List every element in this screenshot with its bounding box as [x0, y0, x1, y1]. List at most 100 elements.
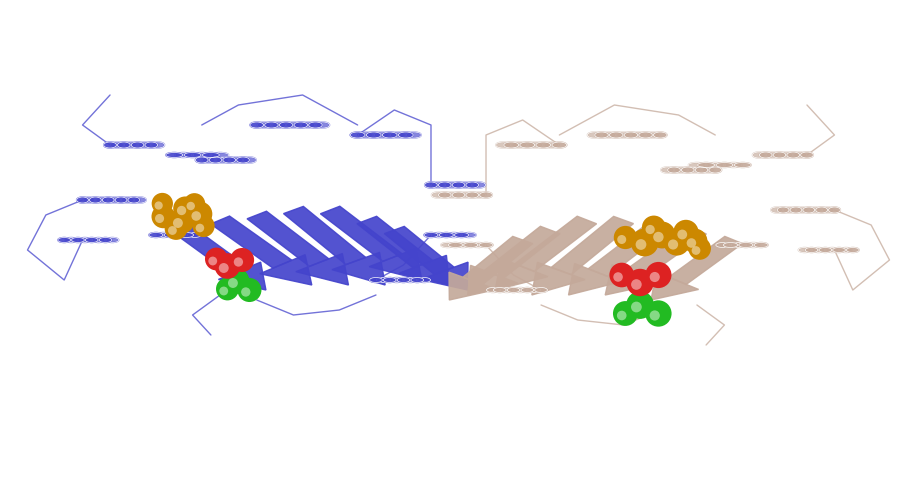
Ellipse shape: [171, 232, 186, 237]
Ellipse shape: [438, 192, 451, 198]
Ellipse shape: [223, 157, 236, 163]
Ellipse shape: [193, 152, 210, 158]
Ellipse shape: [203, 152, 219, 158]
Ellipse shape: [294, 122, 307, 128]
Ellipse shape: [216, 157, 228, 163]
Point: [688, 237, 702, 245]
Ellipse shape: [258, 122, 271, 128]
Ellipse shape: [452, 192, 465, 198]
Ellipse shape: [819, 248, 832, 252]
Ellipse shape: [514, 288, 526, 292]
Polygon shape: [332, 252, 385, 285]
Point: [220, 285, 235, 293]
Ellipse shape: [116, 197, 127, 203]
Ellipse shape: [535, 288, 547, 292]
Ellipse shape: [496, 142, 511, 148]
Ellipse shape: [689, 162, 705, 168]
Ellipse shape: [350, 132, 365, 138]
Point: [633, 301, 647, 309]
Polygon shape: [449, 272, 497, 300]
Ellipse shape: [72, 238, 84, 242]
Ellipse shape: [602, 132, 615, 138]
Point: [189, 212, 204, 220]
Ellipse shape: [754, 242, 768, 248]
Ellipse shape: [359, 132, 373, 138]
Point: [231, 258, 246, 266]
Ellipse shape: [79, 238, 91, 242]
Ellipse shape: [812, 248, 824, 252]
Ellipse shape: [83, 197, 94, 203]
Ellipse shape: [265, 122, 278, 128]
Polygon shape: [651, 272, 699, 300]
Polygon shape: [588, 221, 670, 276]
Ellipse shape: [439, 232, 453, 237]
Ellipse shape: [447, 232, 461, 237]
Ellipse shape: [149, 232, 163, 237]
Ellipse shape: [479, 242, 493, 248]
Ellipse shape: [287, 122, 300, 128]
Ellipse shape: [646, 132, 659, 138]
Ellipse shape: [180, 232, 193, 237]
Ellipse shape: [397, 278, 410, 282]
Point: [152, 214, 167, 222]
Polygon shape: [247, 211, 329, 266]
Point: [618, 234, 633, 241]
Polygon shape: [495, 258, 547, 290]
Ellipse shape: [432, 232, 446, 237]
Point: [187, 200, 202, 208]
Ellipse shape: [96, 197, 107, 203]
Ellipse shape: [689, 167, 701, 173]
Point: [226, 279, 240, 287]
Ellipse shape: [244, 157, 256, 163]
Ellipse shape: [128, 197, 139, 203]
Ellipse shape: [187, 232, 201, 237]
Point: [634, 240, 648, 248]
Ellipse shape: [507, 288, 520, 292]
Ellipse shape: [716, 162, 733, 168]
Ellipse shape: [707, 162, 724, 168]
Ellipse shape: [833, 248, 845, 252]
Ellipse shape: [464, 242, 478, 248]
Ellipse shape: [145, 142, 158, 148]
Point: [651, 233, 666, 241]
Point: [689, 246, 703, 254]
Ellipse shape: [661, 167, 673, 173]
Ellipse shape: [773, 152, 786, 158]
Ellipse shape: [109, 197, 120, 203]
Point: [169, 224, 183, 232]
Ellipse shape: [58, 238, 71, 242]
Ellipse shape: [668, 167, 680, 173]
Ellipse shape: [99, 238, 112, 242]
Ellipse shape: [212, 152, 228, 158]
Ellipse shape: [456, 242, 470, 248]
Ellipse shape: [237, 157, 249, 163]
Ellipse shape: [90, 197, 101, 203]
Ellipse shape: [383, 278, 396, 282]
Ellipse shape: [588, 132, 601, 138]
Polygon shape: [260, 254, 312, 285]
Point: [174, 206, 189, 214]
Ellipse shape: [617, 132, 630, 138]
Point: [611, 273, 625, 281]
Polygon shape: [400, 256, 449, 285]
Ellipse shape: [512, 142, 526, 148]
Point: [647, 273, 662, 281]
Ellipse shape: [309, 122, 322, 128]
Ellipse shape: [411, 278, 424, 282]
Ellipse shape: [639, 132, 652, 138]
Ellipse shape: [432, 182, 444, 188]
Ellipse shape: [106, 238, 118, 242]
Ellipse shape: [521, 288, 534, 292]
Ellipse shape: [122, 197, 133, 203]
Point: [614, 271, 629, 279]
Ellipse shape: [829, 207, 840, 213]
Ellipse shape: [438, 182, 451, 188]
Ellipse shape: [398, 132, 414, 138]
Ellipse shape: [739, 242, 753, 248]
Point: [675, 230, 690, 238]
Point: [618, 310, 633, 318]
Ellipse shape: [85, 238, 98, 242]
Ellipse shape: [424, 232, 438, 237]
Ellipse shape: [595, 132, 608, 138]
Point: [242, 286, 257, 294]
